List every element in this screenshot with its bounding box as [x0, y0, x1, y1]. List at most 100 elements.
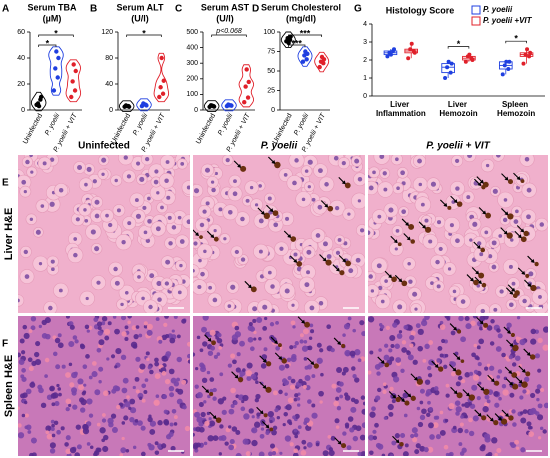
cell-nucleus — [468, 417, 473, 423]
cell-nucleus — [246, 362, 253, 369]
cell-nucleus — [355, 257, 361, 263]
cell-nucleus — [394, 247, 398, 251]
data-point — [73, 68, 78, 74]
cell-nucleus — [304, 417, 310, 424]
cell-nucleus — [139, 363, 146, 370]
cell-nucleus — [278, 364, 285, 371]
cell-nucleus — [204, 420, 210, 427]
cell-nucleus — [160, 205, 164, 210]
hemozoin — [529, 354, 536, 360]
cell-nucleus — [272, 390, 278, 396]
violin — [30, 91, 47, 112]
cell-nucleus — [141, 383, 147, 389]
cell-nucleus — [176, 377, 180, 382]
data-point — [209, 103, 215, 108]
cell-nucleus — [454, 400, 461, 406]
cell-nucleus — [103, 328, 111, 336]
cell-nucleus — [344, 422, 350, 427]
cell-nucleus — [96, 321, 103, 327]
hemozoin — [269, 427, 274, 432]
cell-nucleus — [254, 203, 259, 207]
cell-nucleus — [147, 196, 151, 201]
arrow-head — [509, 381, 514, 386]
cell-nucleus — [400, 368, 405, 373]
cell-nucleus — [368, 370, 372, 375]
cell-nucleus — [389, 454, 394, 456]
arrow-head — [278, 355, 283, 360]
cell-nucleus — [288, 421, 293, 426]
hemozoin — [483, 322, 489, 328]
cell-nucleus — [464, 415, 468, 419]
cell-nucleus — [461, 447, 467, 453]
cell-nucleus — [450, 361, 457, 368]
hemozoin — [447, 205, 452, 210]
cell-nucleus — [110, 354, 116, 359]
cell-nucleus — [516, 446, 520, 450]
cell-nucleus — [207, 394, 211, 399]
cell-nucleus — [147, 416, 153, 423]
cell-nucleus — [165, 259, 171, 265]
cell-nucleus — [388, 411, 394, 417]
cell-nucleus — [530, 392, 536, 399]
cell-nucleus — [194, 384, 199, 389]
arrow-head — [504, 412, 509, 417]
cell-nucleus — [208, 420, 216, 427]
cell-nucleus — [382, 382, 387, 387]
cell-nucleus — [28, 329, 33, 333]
cell-nucleus — [452, 425, 457, 430]
cell-nucleus — [235, 452, 242, 456]
cell-nucleus — [287, 397, 294, 404]
cell-nucleus — [231, 426, 238, 432]
cell-nucleus — [451, 200, 456, 204]
cell-nucleus — [97, 326, 102, 331]
cell-nucleus — [311, 403, 316, 408]
cell-nucleus — [251, 439, 258, 447]
cell-nucleus — [341, 371, 346, 376]
cell-nucleus — [123, 155, 128, 160]
cell-nucleus — [307, 399, 312, 404]
arrow-head — [405, 221, 410, 226]
cell-nucleus — [104, 335, 110, 341]
cell-nucleus — [350, 406, 357, 413]
cell-nucleus — [65, 372, 71, 378]
cell-nucleus — [333, 400, 339, 407]
arrow-head — [324, 203, 329, 208]
hemozoin — [265, 386, 272, 393]
cell-nucleus — [311, 374, 316, 379]
cell-nucleus — [311, 412, 318, 419]
cell-nucleus — [57, 387, 62, 391]
data-point — [449, 61, 454, 66]
cell-nucleus — [213, 354, 218, 359]
arrow-head — [530, 259, 535, 264]
cell-nucleus — [130, 407, 137, 414]
cell-nucleus — [494, 402, 500, 408]
cell-nucleus — [146, 323, 153, 330]
arrow-head — [265, 424, 270, 429]
hemozoin — [266, 361, 272, 367]
cell-nucleus — [86, 166, 92, 172]
cell-nucleus — [452, 289, 457, 294]
cell-nucleus — [509, 442, 513, 446]
data-point — [243, 84, 248, 89]
cell-nucleus — [469, 238, 473, 242]
cell-nucleus — [122, 377, 129, 384]
violin — [65, 59, 82, 103]
cell-nucleus — [328, 449, 335, 456]
cell-nucleus — [535, 411, 540, 416]
cell-nucleus — [493, 307, 498, 312]
data-point — [448, 70, 453, 75]
cell-nucleus — [71, 390, 77, 396]
cell-nucleus — [96, 422, 101, 427]
cell-nucleus — [539, 426, 544, 431]
cell-nucleus — [421, 319, 428, 327]
cell-nucleus — [227, 363, 233, 368]
cell-nucleus — [18, 359, 25, 365]
cell-nucleus — [161, 355, 168, 362]
cell-nucleus — [506, 322, 512, 328]
cell-nucleus — [391, 399, 396, 404]
cell-nucleus — [247, 336, 254, 343]
cell-nucleus — [212, 435, 219, 442]
cell-nucleus — [409, 343, 414, 348]
arrow-head — [260, 210, 265, 215]
cell-nucleus — [527, 425, 532, 430]
